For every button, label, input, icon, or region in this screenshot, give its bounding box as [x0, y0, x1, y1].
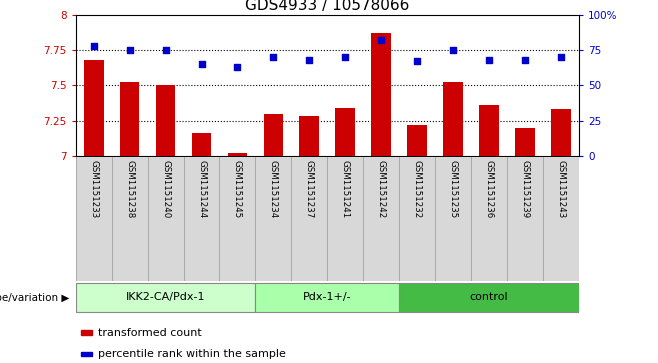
Text: genotype/variation ▶: genotype/variation ▶: [0, 293, 69, 303]
Bar: [264, 114, 284, 156]
Text: GSM1151242: GSM1151242: [377, 160, 386, 218]
Text: transformed count: transformed count: [98, 328, 202, 338]
Text: GSM1151237: GSM1151237: [305, 160, 314, 218]
Point: [161, 47, 171, 53]
Point: [376, 37, 386, 43]
Bar: [551, 109, 571, 156]
Text: percentile rank within the sample: percentile rank within the sample: [98, 349, 286, 359]
Point: [232, 64, 243, 70]
FancyBboxPatch shape: [255, 283, 399, 312]
Text: GSM1151232: GSM1151232: [413, 160, 422, 218]
Bar: [228, 153, 247, 156]
Text: GSM1151235: GSM1151235: [449, 160, 458, 218]
Text: GSM1151245: GSM1151245: [233, 160, 242, 218]
Bar: [443, 82, 463, 156]
FancyBboxPatch shape: [399, 283, 579, 312]
Text: GSM1151236: GSM1151236: [485, 160, 494, 218]
Bar: [191, 134, 211, 156]
Text: GSM1151233: GSM1151233: [89, 160, 98, 218]
Title: GDS4933 / 10578066: GDS4933 / 10578066: [245, 0, 409, 13]
Point: [520, 57, 530, 63]
Text: GSM1151240: GSM1151240: [161, 160, 170, 218]
Bar: [156, 85, 176, 156]
FancyBboxPatch shape: [76, 283, 255, 312]
Point: [340, 54, 351, 60]
Point: [196, 61, 207, 67]
Text: GSM1151241: GSM1151241: [341, 160, 350, 218]
Point: [556, 54, 567, 60]
Bar: [84, 60, 103, 156]
Text: GSM1151244: GSM1151244: [197, 160, 206, 218]
Bar: [81, 352, 91, 356]
Point: [484, 57, 494, 63]
Bar: [81, 330, 91, 335]
Text: GSM1151238: GSM1151238: [125, 160, 134, 218]
Text: GSM1151243: GSM1151243: [557, 160, 566, 218]
Bar: [299, 117, 319, 156]
Text: control: control: [470, 292, 509, 302]
Point: [124, 47, 135, 53]
Bar: [120, 82, 139, 156]
Text: GSM1151239: GSM1151239: [520, 160, 530, 218]
Point: [412, 58, 422, 64]
Bar: [371, 33, 391, 156]
Text: GSM1151234: GSM1151234: [269, 160, 278, 218]
Text: Pdx-1+/-: Pdx-1+/-: [303, 292, 351, 302]
Point: [88, 43, 99, 49]
Point: [304, 57, 315, 63]
Text: IKK2-CA/Pdx-1: IKK2-CA/Pdx-1: [126, 292, 205, 302]
Point: [448, 47, 459, 53]
Bar: [515, 128, 535, 156]
Bar: [336, 108, 355, 156]
Bar: [407, 125, 427, 156]
Bar: [479, 105, 499, 156]
Point: [268, 54, 279, 60]
